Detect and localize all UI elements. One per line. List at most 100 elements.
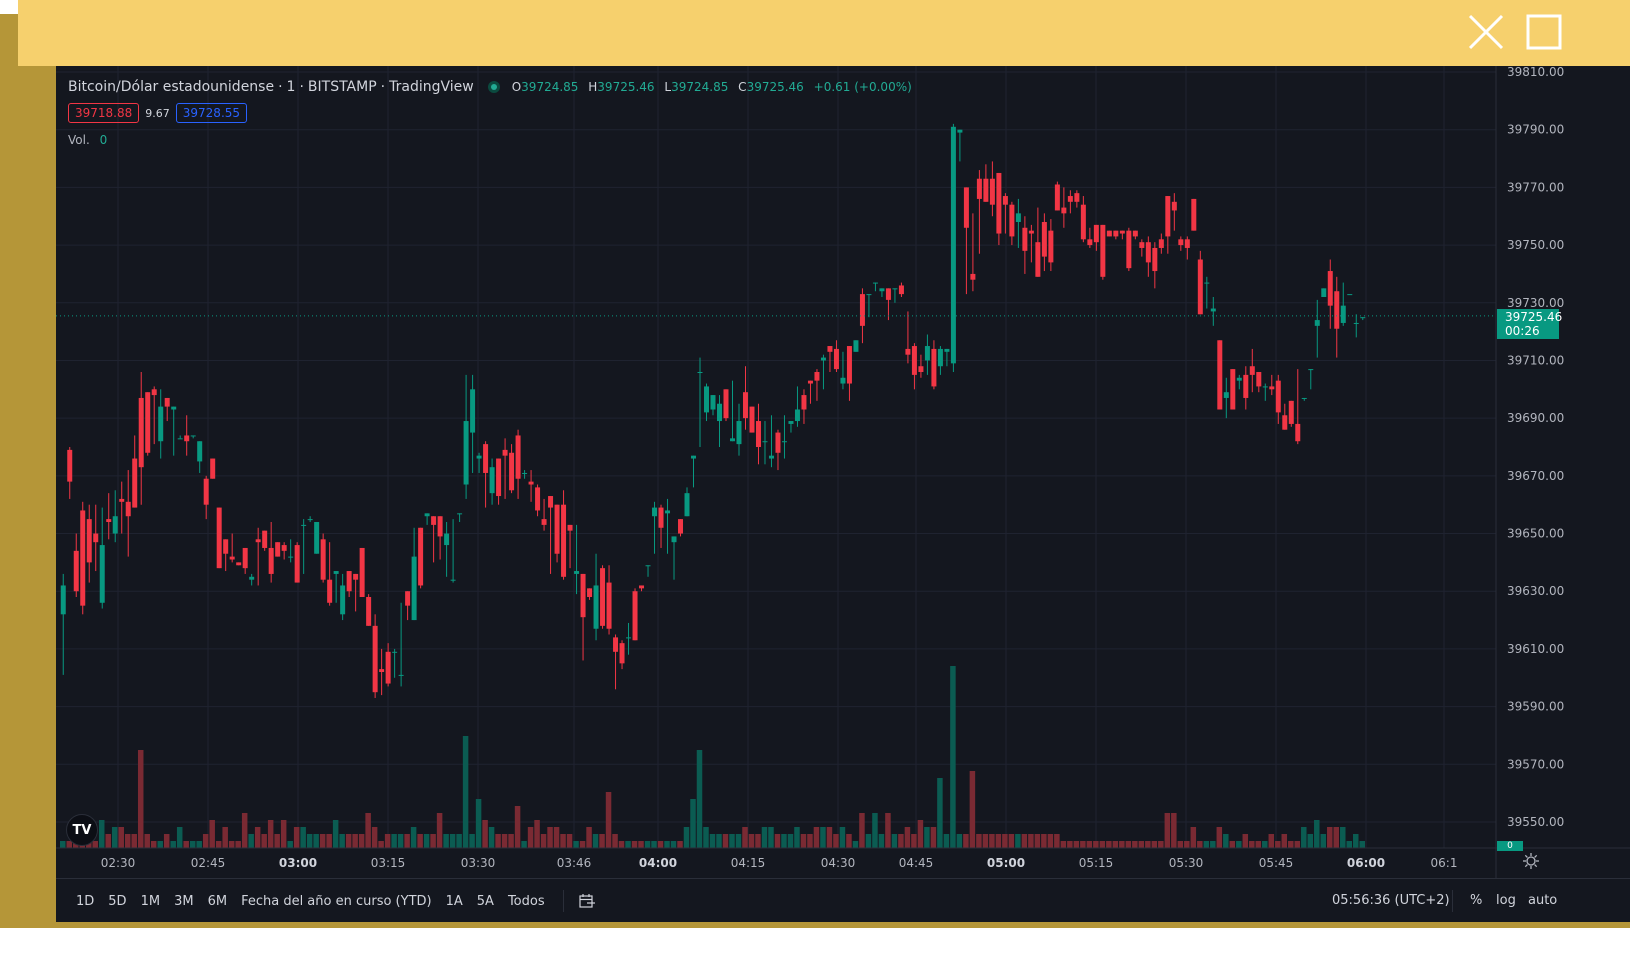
range-button-1m[interactable]: 1M — [140, 893, 161, 909]
candle-body — [164, 397, 170, 407]
percent-scale-button[interactable]: % — [1470, 893, 1483, 908]
volume-bar — [781, 834, 787, 848]
candle-body — [327, 579, 333, 603]
candle-body — [340, 585, 346, 615]
range-button-1d[interactable]: 1D — [76, 893, 95, 909]
go-to-date-icon[interactable] — [578, 893, 596, 909]
volume-bar — [644, 841, 651, 848]
volume-bar — [1080, 841, 1086, 848]
candle-body — [580, 573, 586, 618]
volume-bar — [774, 834, 781, 848]
chart-panel[interactable]: 39810.00 39790.00 39770.00 39750.00 39730.00… — [56, 66, 1630, 922]
candle-body — [203, 478, 209, 505]
candle-body — [80, 510, 86, 606]
candle-body — [691, 455, 697, 459]
candle-body — [626, 637, 632, 639]
time-tick-label: 05:45 — [1259, 856, 1294, 870]
sell-button[interactable]: 39718.88 — [68, 103, 140, 123]
market-status-icon[interactable] — [487, 81, 500, 93]
volume-bar — [92, 841, 98, 848]
candle-body — [1236, 377, 1242, 381]
window-bottom-margin — [0, 928, 1630, 970]
candle-body — [853, 340, 859, 352]
candle-body — [1022, 227, 1028, 251]
candle-body — [528, 481, 534, 485]
candle-body — [288, 556, 294, 558]
time-tick-label: 04:00 — [639, 856, 677, 870]
volume-bar — [839, 827, 846, 848]
high-value: 39725.46 — [597, 80, 655, 94]
volume-bar — [378, 841, 384, 848]
volume-bar — [462, 736, 469, 848]
candlestick-chart[interactable]: 39810.00 39790.00 39770.00 39750.00 39730.00… — [56, 66, 1630, 878]
candle-body — [892, 288, 898, 290]
candle-body — [379, 669, 385, 672]
volume-bar — [118, 827, 124, 848]
candle-body — [736, 421, 742, 445]
auto-scale-button[interactable]: auto — [1528, 893, 1558, 908]
volume-bar — [131, 834, 137, 848]
candle-body — [1282, 415, 1288, 430]
volume-bar — [742, 827, 748, 848]
candle-body — [632, 591, 638, 641]
range-button-1y[interactable]: 1A — [445, 893, 463, 909]
candle-body — [320, 539, 326, 580]
volume-bar — [332, 820, 339, 848]
close-icon[interactable] — [1466, 12, 1506, 52]
candle-body — [1171, 201, 1177, 211]
volume-bar — [1002, 834, 1008, 848]
time-tick-label: 02:45 — [191, 856, 226, 870]
range-button-all[interactable]: Todos — [507, 893, 545, 909]
maximize-icon[interactable] — [1524, 12, 1564, 52]
volume-bar — [1145, 841, 1151, 848]
volume-bar — [579, 841, 586, 848]
volume-bar — [1125, 841, 1132, 848]
range-button-ytd[interactable]: Fecha del año en curso (YTD) — [241, 893, 432, 909]
interval-label[interactable]: 1 — [286, 79, 296, 95]
volume-bar — [722, 834, 729, 848]
candle-body — [145, 392, 151, 453]
candle-body — [1295, 423, 1301, 442]
candle-body — [1249, 366, 1255, 375]
candle-body — [561, 504, 567, 577]
volume-bar — [904, 827, 911, 848]
volume-bar — [813, 827, 820, 848]
volume-bar — [859, 813, 865, 848]
spread-value: 9.67 — [145, 106, 170, 120]
candle-body — [411, 556, 417, 621]
candle-body — [1061, 207, 1067, 214]
candle-body — [970, 273, 976, 280]
tradingview-logo[interactable]: TV — [66, 814, 98, 846]
volume-bar — [1197, 841, 1203, 848]
volume-bar — [274, 834, 280, 848]
buy-button[interactable]: 39728.55 — [175, 103, 248, 123]
gear-icon[interactable] — [1522, 852, 1540, 870]
volume-bar — [1314, 820, 1320, 848]
range-button-5y[interactable]: 5A — [476, 893, 494, 909]
candle-body — [1048, 230, 1054, 263]
current-price-tag: 39725.46 00:26 — [1497, 309, 1562, 339]
log-scale-button[interactable]: log — [1496, 893, 1516, 908]
time-tick-label: 06:00 — [1347, 856, 1385, 870]
volume-bar — [625, 841, 631, 848]
volume-bar — [605, 792, 612, 848]
candle-body — [307, 519, 313, 521]
candle-body — [1178, 239, 1184, 246]
range-button-5d[interactable]: 5D — [108, 893, 127, 909]
candle-body — [262, 530, 268, 548]
timezone-clock[interactable]: 05:56:36 (UTC+2) — [1332, 893, 1450, 908]
symbol-name[interactable]: Bitcoin/Dólar estadounidense — [68, 79, 275, 95]
candle-body — [470, 389, 476, 433]
volume-bar — [976, 834, 982, 848]
candle-body — [366, 597, 372, 626]
candle-body — [905, 348, 911, 355]
candle-body — [1184, 239, 1190, 248]
candle-body — [593, 585, 599, 629]
candle-body — [1269, 386, 1275, 390]
candle-body — [567, 524, 573, 531]
candle-body — [1165, 196, 1171, 237]
volume-bar — [956, 834, 963, 848]
range-button-6m[interactable]: 6M — [207, 893, 228, 909]
time-tick-label: 05:30 — [1169, 856, 1204, 870]
range-button-3m[interactable]: 3M — [174, 893, 194, 909]
